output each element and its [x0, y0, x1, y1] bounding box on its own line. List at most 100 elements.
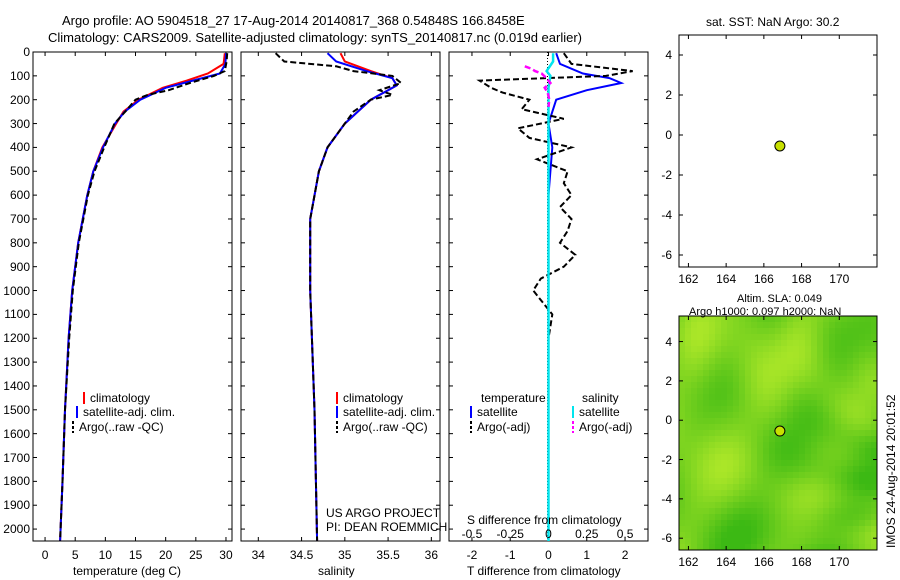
sla-cell	[775, 496, 781, 502]
sla-cell	[715, 376, 721, 382]
sla-cell	[859, 448, 865, 454]
sla-cell	[841, 436, 847, 442]
sla-cell	[679, 460, 685, 466]
sla-cell	[817, 490, 823, 496]
sla-cell	[763, 502, 769, 508]
sla-cell	[769, 370, 775, 376]
salinity-plot-frame	[240, 51, 441, 542]
sla-cell	[703, 454, 709, 460]
sla-cell	[691, 520, 697, 526]
sla-cell	[697, 484, 703, 490]
sla-cell	[679, 346, 685, 352]
sla-cell	[721, 322, 727, 328]
sla-cell	[853, 538, 859, 544]
sla-cell	[679, 490, 685, 496]
sla-cell	[793, 442, 799, 448]
sla-cell	[871, 502, 877, 508]
sla-cell	[733, 406, 739, 412]
sla-cell	[829, 490, 835, 496]
sla-cell	[709, 322, 715, 328]
sla-cell	[829, 412, 835, 418]
sla-cell	[793, 544, 799, 550]
sla-cell	[715, 328, 721, 334]
sla-cell	[763, 376, 769, 382]
sla-cell	[853, 508, 859, 514]
sla-cell	[799, 448, 805, 454]
sla-cell	[703, 490, 709, 496]
sla-cell	[775, 490, 781, 496]
series-line-tsat	[547, 52, 625, 541]
sla-cell	[775, 316, 781, 322]
sla-cell	[853, 352, 859, 358]
sla-cell	[829, 430, 835, 436]
sla-cell	[859, 532, 865, 538]
sla-cell	[859, 376, 865, 382]
sla-cell	[829, 352, 835, 358]
sla-cell	[691, 358, 697, 364]
sla-cell	[799, 436, 805, 442]
sla-cell	[757, 382, 763, 388]
sla-cell	[847, 406, 853, 412]
sla-cell	[751, 322, 757, 328]
sla-cell	[727, 316, 733, 322]
sla-cell	[817, 544, 823, 550]
sla-cell	[679, 400, 685, 406]
sla-cell	[703, 358, 709, 364]
sla-cell	[859, 334, 865, 340]
sla-cell	[793, 376, 799, 382]
sla-cell	[859, 460, 865, 466]
sla-cell	[817, 382, 823, 388]
sla-cell	[775, 358, 781, 364]
sla-cell	[781, 496, 787, 502]
sla-cell	[811, 544, 817, 550]
sla-cell	[811, 388, 817, 394]
sla-cell	[865, 388, 871, 394]
sla-cell	[817, 346, 823, 352]
sla-cell	[817, 508, 823, 514]
sla-cell	[811, 334, 817, 340]
sla-cell	[859, 430, 865, 436]
sla-cell	[745, 418, 751, 424]
sla-cell	[853, 424, 859, 430]
sla-cell	[703, 508, 709, 514]
sla-cell	[799, 358, 805, 364]
sla-cell	[853, 394, 859, 400]
sla-cell	[751, 520, 757, 526]
sla-cell	[835, 460, 841, 466]
sla-cell	[727, 418, 733, 424]
sla-cell	[751, 412, 757, 418]
sla-cell	[709, 454, 715, 460]
x-tick-label: 20	[158, 548, 173, 562]
sla-cell	[703, 478, 709, 484]
sla-cell	[871, 334, 877, 340]
sla-cell	[841, 520, 847, 526]
sla-cell	[823, 466, 829, 472]
sla-cell	[703, 544, 709, 550]
sla-cell	[709, 376, 715, 382]
sla-cell	[733, 346, 739, 352]
sla-cell	[793, 412, 799, 418]
sla-cell	[679, 520, 685, 526]
sla-cell	[769, 406, 775, 412]
sla-cell	[727, 406, 733, 412]
sla-cell	[781, 538, 787, 544]
sla-cell	[703, 412, 709, 418]
sla-cell	[751, 454, 757, 460]
sla-cell	[841, 418, 847, 424]
sla-cell	[841, 406, 847, 412]
sst-map-frame	[678, 34, 878, 268]
sla-cell	[847, 376, 853, 382]
sla-cell	[841, 340, 847, 346]
sla-cell	[805, 514, 811, 520]
sla-cell	[745, 532, 751, 538]
sla-cell	[733, 322, 739, 328]
sla-cell	[679, 424, 685, 430]
sla-cell	[871, 544, 877, 550]
sla-cell	[757, 334, 763, 340]
sla-cell	[703, 376, 709, 382]
sla-cell	[715, 442, 721, 448]
sla-cell	[781, 322, 787, 328]
sla-cell	[715, 358, 721, 364]
sla-cell	[685, 406, 691, 412]
depth-tick-label: 300	[9, 116, 30, 131]
